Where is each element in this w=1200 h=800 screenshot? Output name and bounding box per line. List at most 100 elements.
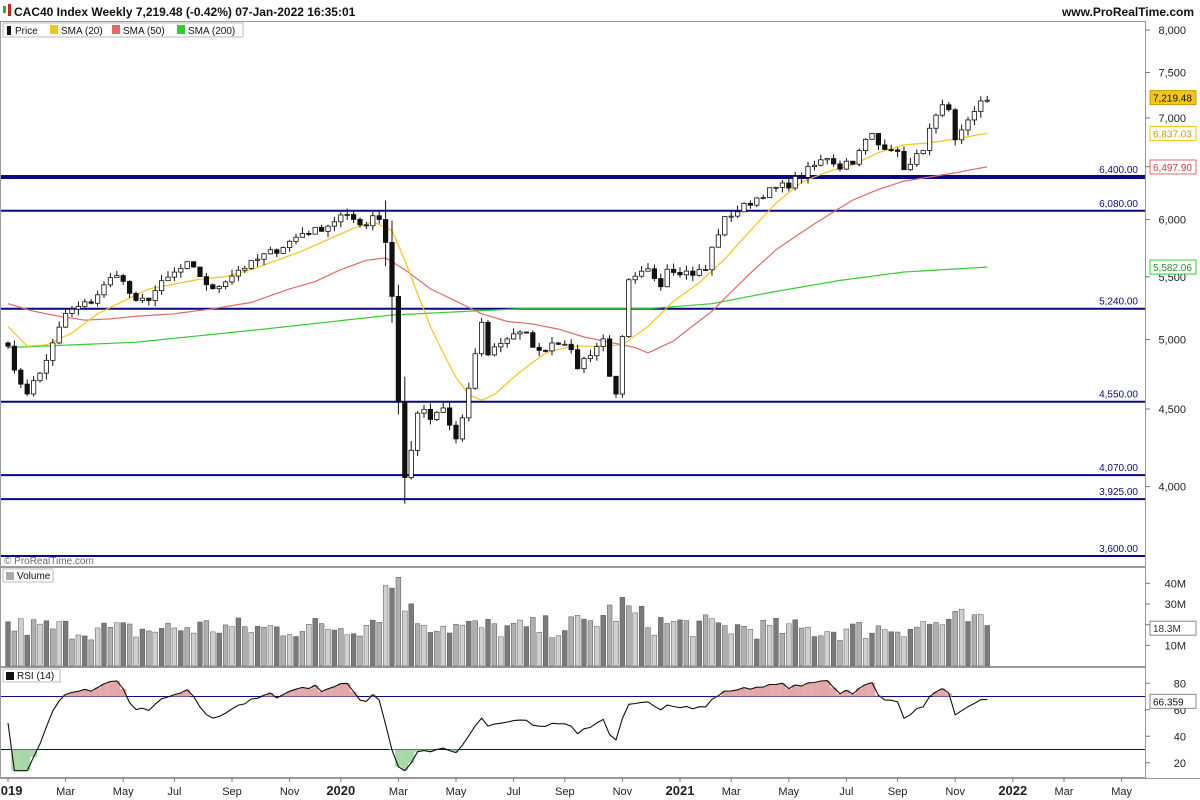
candle-body-down <box>357 218 363 226</box>
candle <box>338 212 344 228</box>
legend-rsi[interactable]: RSI (14) <box>17 671 54 682</box>
candle <box>114 270 120 279</box>
volume-bar <box>165 622 171 667</box>
legend-sma200[interactable]: SMA (200) <box>188 26 235 37</box>
candle-body-down <box>831 158 837 165</box>
volume-bar <box>408 603 414 667</box>
candle-body-up <box>152 290 158 301</box>
volume-bar <box>229 626 235 667</box>
candle <box>30 376 37 397</box>
candle-body-up <box>312 226 318 235</box>
volume-bar <box>709 618 715 667</box>
volume-bar <box>293 636 299 667</box>
candle-body-up <box>760 197 766 200</box>
site-label[interactable]: www.ProRealTime.com <box>1061 5 1194 19</box>
candle <box>587 349 594 363</box>
candle-body-up <box>440 407 446 413</box>
candle-body-up <box>767 187 773 199</box>
candle-body-up <box>517 331 523 335</box>
candle <box>299 227 306 238</box>
price-axis-tick: 4,500 <box>1158 404 1186 416</box>
volume-bar <box>370 619 376 667</box>
candle-body-up <box>331 221 338 227</box>
candle-body-up <box>587 355 594 360</box>
volume-bar <box>318 623 325 667</box>
candle <box>754 197 760 208</box>
candle <box>267 246 274 255</box>
candle-body-up <box>248 259 254 269</box>
volume-bar <box>344 634 350 667</box>
x-axis-label: 2020 <box>326 783 355 798</box>
sma200-value-label: 5,582.06 <box>1153 263 1192 274</box>
rsi-line <box>7 680 988 772</box>
candle <box>946 101 952 112</box>
candle-body-down <box>952 109 958 141</box>
axes: 8,0007,5007,0006,5006,0005,5005,0004,500… <box>0 25 1197 798</box>
volume-bar <box>722 625 728 667</box>
candle <box>318 224 325 232</box>
candle <box>472 348 478 390</box>
candle-body-up <box>805 166 811 178</box>
candle <box>18 367 24 389</box>
volume-bar <box>331 629 338 667</box>
candle-body-up <box>434 411 440 420</box>
candle-body-down <box>382 219 389 243</box>
legend-volume[interactable]: Volume <box>17 571 51 582</box>
legend-sma50[interactable]: SMA (50) <box>123 26 165 37</box>
candle-body-up <box>280 247 286 254</box>
volume-bar <box>382 585 389 667</box>
legend-price[interactable]: Price <box>15 26 38 37</box>
candle <box>139 294 145 304</box>
volume-bar <box>856 621 862 667</box>
chart-header: CAC40 Index Weekly 7,219.48 (-0.42%) 07-… <box>3 4 1194 19</box>
x-axis-label: May <box>778 786 799 798</box>
volume-bar <box>811 636 818 667</box>
candle <box>293 233 299 245</box>
candle <box>248 259 254 270</box>
candle-body-up <box>101 284 107 296</box>
volume-bar <box>190 632 197 667</box>
volume-bar <box>837 640 843 667</box>
candle <box>901 146 907 171</box>
candle <box>363 221 370 229</box>
volume-bar <box>184 627 190 667</box>
volume-bar <box>542 615 549 667</box>
price-axis-tick: 7,000 <box>1158 113 1186 125</box>
volume-bar <box>715 622 722 667</box>
x-axis-label: Jul <box>167 786 181 798</box>
candle <box>882 139 888 150</box>
candle-body-up <box>325 225 331 232</box>
candle <box>671 263 677 276</box>
candle-body-down <box>5 342 11 347</box>
candle-body-up <box>50 342 56 361</box>
candle <box>434 411 440 421</box>
candle-body-up <box>286 240 293 249</box>
candle <box>510 328 517 340</box>
candle <box>799 172 805 184</box>
volume-legend: Volume <box>2 568 54 583</box>
candle-body-up <box>498 343 504 348</box>
legend-sma20[interactable]: SMA (20) <box>61 26 103 37</box>
volume-bar <box>792 619 798 667</box>
candle-body-up <box>971 111 978 121</box>
volume-bar <box>747 629 754 667</box>
candle <box>210 283 216 290</box>
candle-body-down <box>523 331 530 334</box>
candle <box>344 208 350 221</box>
candle <box>779 180 786 193</box>
candle <box>914 149 920 167</box>
candle-body-up <box>600 338 606 347</box>
volume-bar <box>734 624 741 667</box>
price-axis-tick: 5,000 <box>1158 335 1186 347</box>
candle-body-down <box>575 349 581 370</box>
candle <box>466 382 472 422</box>
volume-bar <box>894 631 901 667</box>
candle <box>632 272 638 284</box>
sma200-value-label-box <box>1149 259 1197 275</box>
candle <box>517 330 523 340</box>
volume-bar <box>901 636 907 667</box>
volume-bar <box>235 617 242 667</box>
candle <box>920 150 926 155</box>
volume-bar <box>779 633 786 667</box>
